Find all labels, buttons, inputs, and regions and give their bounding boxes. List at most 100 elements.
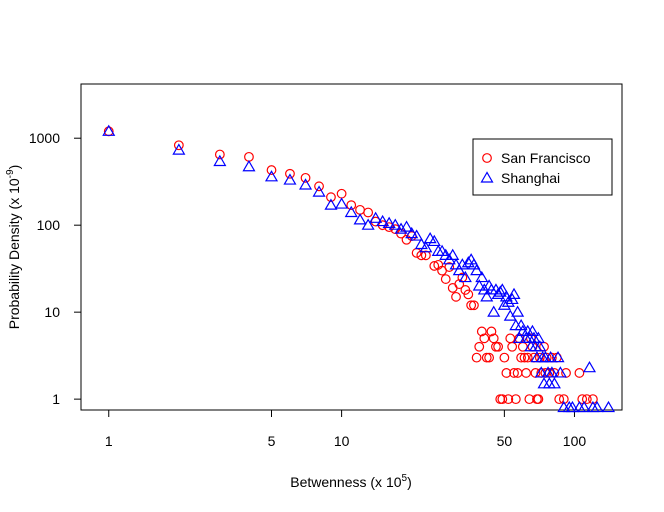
data-point-shanghai	[242, 160, 256, 172]
data-point-shanghai	[493, 285, 507, 297]
data-point-shanghai	[582, 360, 597, 373]
data-point-san-francisco	[244, 151, 254, 162]
data-point-san-francisco	[469, 300, 479, 311]
data-point-san-francisco	[499, 352, 510, 363]
data-point-san-francisco	[463, 289, 474, 300]
data-point-shanghai	[102, 124, 116, 136]
data-point-san-francisco	[558, 394, 569, 405]
data-point-san-francisco	[476, 326, 487, 337]
x-tick-label: 100	[563, 433, 587, 449]
data-point-san-francisco	[474, 341, 485, 352]
data-point-shanghai	[361, 218, 375, 230]
data-point-san-francisco	[510, 394, 521, 405]
data-point-san-francisco	[451, 291, 461, 302]
data-point-shanghai	[551, 350, 565, 363]
legend-label-san-francisco: San Francisco	[501, 150, 591, 166]
data-point-shanghai	[461, 256, 475, 268]
data-point-san-francisco	[285, 168, 295, 179]
data-point-san-francisco	[466, 300, 477, 311]
data-point-shanghai	[531, 331, 545, 343]
data-point-san-francisco	[577, 394, 588, 405]
data-point-shanghai	[382, 216, 396, 228]
data-point-shanghai	[601, 400, 616, 413]
data-point-shanghai	[410, 229, 424, 241]
data-point-san-francisco	[481, 352, 492, 363]
data-point-shanghai	[487, 305, 501, 317]
data-point-shanghai	[405, 226, 419, 239]
data-point-san-francisco	[505, 333, 516, 344]
data-point-shanghai	[399, 220, 414, 232]
data-point-shanghai	[172, 143, 186, 155]
y-tick-label: 1	[52, 391, 60, 407]
y-tick-label: 10	[44, 304, 60, 320]
data-point-shanghai	[299, 178, 313, 190]
legend-marker-san-francisco	[482, 153, 492, 163]
data-point-shanghai	[335, 197, 349, 209]
data-point-san-francisco	[454, 279, 465, 290]
points-layer	[102, 124, 616, 413]
plot-box	[80, 83, 623, 411]
data-point-shanghai	[512, 331, 526, 343]
data-point-san-francisco	[479, 333, 490, 344]
data-point-san-francisco	[503, 394, 514, 405]
data-point-shanghai	[213, 154, 227, 167]
data-point-shanghai	[590, 400, 604, 413]
legend-box	[472, 138, 613, 196]
data-point-shanghai	[283, 173, 297, 185]
data-point-shanghai	[477, 283, 491, 295]
data-point-san-francisco	[533, 394, 544, 405]
data-point-shanghai	[452, 263, 466, 276]
data-point-san-francisco	[493, 341, 504, 352]
data-point-san-francisco	[501, 368, 512, 378]
data-point-shanghai	[423, 231, 437, 244]
data-point-shanghai	[480, 290, 494, 302]
data-point-san-francisco	[519, 352, 530, 363]
data-point-san-francisco	[574, 368, 585, 378]
data-point-san-francisco	[173, 140, 184, 151]
x-tick-label: 5	[268, 433, 276, 449]
data-point-shanghai	[533, 340, 547, 352]
data-point-shanghai	[495, 283, 509, 295]
y-tick-label: 100	[37, 217, 61, 233]
legend-marker-shanghai	[480, 171, 494, 183]
data-point-shanghai	[446, 248, 460, 260]
data-point-shanghai	[547, 377, 561, 389]
data-point-san-francisco	[484, 352, 495, 363]
legend-label-shanghai: Shanghai	[501, 170, 560, 186]
data-point-shanghai	[427, 234, 441, 247]
data-point-shanghai	[497, 298, 511, 310]
data-point-shanghai	[394, 222, 408, 234]
data-point-san-francisco	[471, 352, 482, 363]
data-point-san-francisco	[440, 274, 451, 284]
data-point-shanghai	[501, 295, 515, 307]
data-point-shanghai	[344, 205, 358, 218]
data-point-san-francisco	[314, 181, 324, 192]
y-axis: 1 10 100 1000	[29, 130, 81, 407]
data-point-shanghai	[369, 211, 383, 223]
data-point-san-francisco	[521, 368, 532, 378]
data-point-shanghai	[376, 214, 390, 227]
data-point-san-francisco	[355, 204, 365, 215]
data-point-san-francisco	[444, 262, 455, 272]
data-point-shanghai	[511, 305, 525, 317]
data-point-shanghai	[388, 218, 402, 230]
data-point-san-francisco	[495, 394, 506, 405]
data-point-shanghai	[534, 366, 548, 378]
data-point-san-francisco	[447, 283, 458, 293]
y-tick-label: 1000	[29, 130, 60, 146]
data-point-shanghai	[353, 213, 367, 225]
data-point-san-francisco	[522, 352, 533, 363]
data-point-san-francisco	[266, 165, 277, 175]
data-point-shanghai	[553, 366, 567, 378]
data-point-shanghai	[449, 258, 463, 270]
data-point-shanghai	[419, 241, 433, 253]
data-point-san-francisco	[420, 250, 431, 261]
data-point-shanghai	[324, 198, 338, 210]
data-point-shanghai	[472, 279, 486, 291]
data-point-shanghai	[431, 244, 445, 256]
data-point-san-francisco	[554, 394, 565, 405]
data-point-san-francisco	[486, 326, 497, 337]
data-point-shanghai	[507, 287, 521, 300]
data-point-shanghai	[544, 350, 558, 363]
